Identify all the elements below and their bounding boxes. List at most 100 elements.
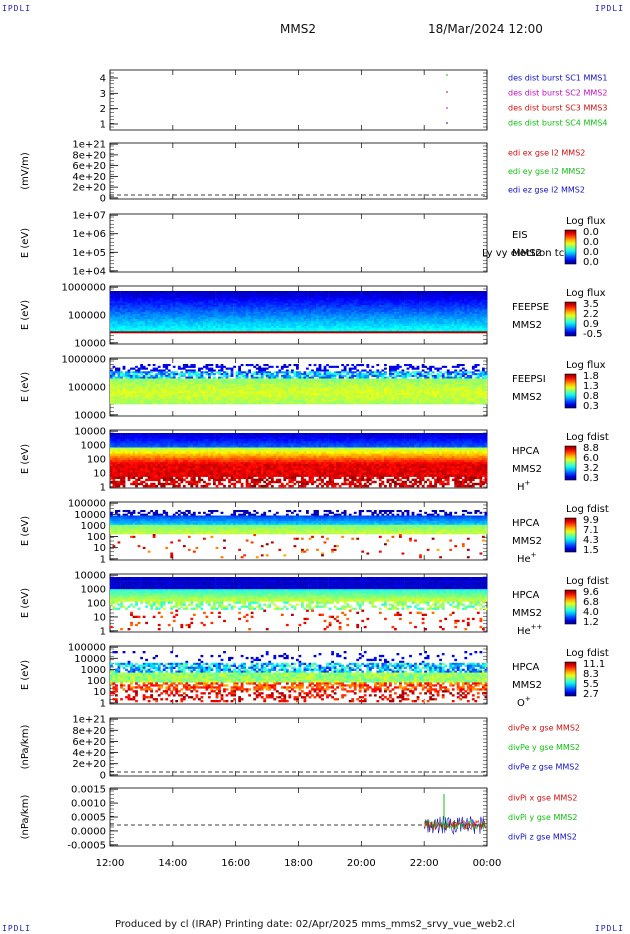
ytick-label: 100000	[68, 383, 106, 394]
ytick-label: 2e+20	[72, 183, 106, 194]
time-tick-label: 20:00	[347, 858, 376, 869]
ytick-label: 100000	[68, 311, 106, 322]
ytick-label: 1000000	[61, 355, 106, 366]
y-axis-label: E (eV)	[20, 444, 31, 474]
spacecraft-label: MMS2	[512, 320, 542, 331]
panel-frame-3	[110, 214, 487, 272]
colorbar-title: Log fdist	[566, 648, 609, 659]
time-tick-label: 12:00	[96, 858, 125, 869]
ytick-label: 1	[100, 482, 106, 493]
ytick-label: 1e+07	[72, 211, 106, 222]
ytick-label: 1000	[81, 585, 106, 596]
ytick-label: 10	[93, 687, 106, 698]
legend-entry: edi ez gse l2 MMS2	[508, 186, 585, 195]
y-axis-label: E (eV)	[20, 372, 31, 402]
y-axis-label: E (eV)	[20, 588, 31, 618]
divpi-series	[424, 816, 486, 834]
ytick-label: 0.0015	[71, 785, 106, 796]
spacecraft-label: MMS2	[512, 536, 542, 547]
panel-frame-10	[110, 718, 487, 776]
spacecraft-label: MMS2	[512, 608, 542, 619]
colorbar-tick: 0.3	[583, 473, 599, 484]
ytick-label: 1	[100, 554, 106, 565]
ytick-label: 8e+20	[72, 726, 106, 737]
time-tick-label: 00:00	[473, 858, 502, 869]
time-tick-label: 14:00	[158, 858, 187, 869]
heatmap-cells	[110, 364, 487, 404]
ytick-label: 0.0000	[71, 826, 106, 837]
ytick-label: 1e+21	[72, 715, 106, 726]
ytick-label: 100	[87, 599, 106, 610]
ytick-label: 100000	[68, 499, 106, 510]
ytick-label: 1e+04	[72, 266, 106, 277]
instrument-label: HPCA	[512, 518, 540, 529]
ytick-label: 10000	[74, 654, 106, 665]
ytick-label: 0.0005	[71, 813, 106, 824]
colorbar-title: Log fdist	[566, 504, 609, 515]
spacecraft-label: MMS2	[512, 680, 542, 691]
legend-entry: divPi y gse MMS2	[508, 813, 577, 822]
footer-text: Produced by cl (IRAP) Printing date: 02/…	[0, 919, 630, 930]
ytick-label: 4e+20	[72, 748, 106, 759]
ytick-label: 2	[100, 104, 106, 115]
ytick-label: 0	[100, 193, 106, 204]
legend-entry: divPe z gse MMS2	[508, 762, 579, 771]
colorbar	[565, 662, 576, 696]
legend-entry: divPe x gse MMS2	[508, 724, 580, 733]
ytick-label: 0.0010	[71, 799, 106, 810]
heatmap-cells	[110, 577, 487, 630]
colorbar-title: Log fdist	[566, 576, 609, 587]
colorbar	[565, 590, 576, 624]
species-label: He++	[517, 623, 543, 637]
legend-entry: edi ey gse l2 MMS2	[508, 167, 586, 176]
species-label: H+	[517, 479, 531, 493]
colorbar-tick: 0.3	[583, 401, 599, 412]
ytick-label: 1e+06	[72, 229, 106, 240]
colorbar-tick: 1.2	[583, 617, 599, 628]
ytick-label: 10	[93, 468, 106, 479]
colorbar	[565, 374, 576, 408]
legend-entry: des dist burst SC2 MMS2	[508, 89, 607, 98]
ytick-label: 1	[100, 120, 106, 131]
ytick-label: 100000	[68, 643, 106, 654]
ytick-label: 10	[93, 543, 106, 554]
time-tick-label: 18:00	[284, 858, 313, 869]
ytick-label: 4e+20	[72, 172, 106, 183]
spacecraft-label: MMS2	[512, 464, 542, 475]
colorbar	[565, 518, 576, 552]
legend-entry: divPi x gse MMS2	[508, 794, 577, 803]
y-axis-label: E (eV)	[20, 300, 31, 330]
panel-frame-1	[110, 70, 487, 130]
instrument-label: HPCA	[512, 446, 540, 457]
colorbar	[565, 230, 576, 264]
legend-entry: divPi z gse MMS2	[508, 832, 577, 841]
instrument-label: HPCA	[512, 590, 540, 601]
instrument-label: HPCA	[512, 662, 540, 673]
colorbar-tick: 2.7	[583, 689, 599, 700]
y-axis-label: (nPa/km)	[20, 795, 31, 840]
ytick-label: 6e+20	[72, 161, 106, 172]
instrument-label: EIS	[512, 230, 528, 241]
instrument-label: FEEPSE	[512, 302, 549, 313]
y-axis-label: (mV/m)	[20, 152, 31, 190]
colorbar-title: Log flux	[566, 216, 606, 227]
y-axis-label: E (eV)	[20, 228, 31, 258]
legend-entry: edi ex gse l2 MMS2	[508, 148, 585, 157]
ytick-label: 10000	[74, 338, 106, 349]
ytick-label: 1e+21	[72, 140, 106, 151]
species-label: O+	[517, 695, 531, 709]
ytick-label: 100	[87, 455, 106, 466]
colorbar-tick: 1.5	[583, 545, 599, 556]
species-label: He+	[517, 551, 537, 565]
ytick-label: 1	[100, 626, 106, 637]
heatmap-cells	[110, 510, 487, 558]
panel-frame-11	[110, 788, 487, 846]
ytick-label: 2e+20	[72, 759, 106, 770]
overlay-text: Ly vy electron tc	[482, 248, 564, 259]
ytick-label: 8e+20	[72, 150, 106, 161]
colorbar-title: Log flux	[566, 288, 606, 299]
ytick-label: 6e+20	[72, 737, 106, 748]
instrument-label: FEEPSI	[512, 374, 546, 385]
colorbar-title: Log flux	[566, 360, 606, 371]
